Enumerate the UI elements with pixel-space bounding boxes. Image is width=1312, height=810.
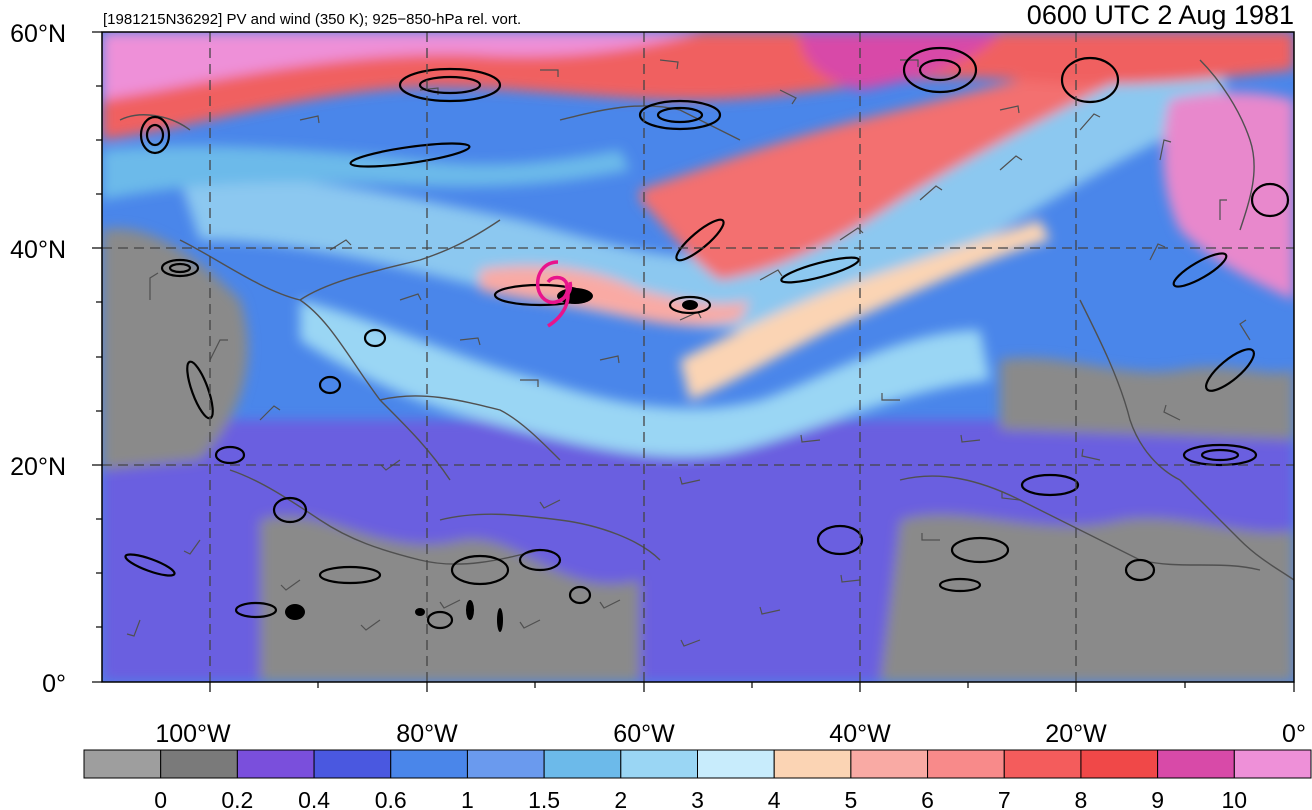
colorbar-swatch xyxy=(1003,749,1082,779)
colorbar-swatch xyxy=(697,749,775,779)
colorbar-tick-label: 0 xyxy=(154,787,167,810)
colorbar-swatch xyxy=(1233,749,1312,779)
lat-label: 0° xyxy=(42,670,66,698)
colorbar-tick-label: 4 xyxy=(768,787,781,810)
map-title: [1981215N36292] PV and wind (350 K); 925… xyxy=(103,11,521,28)
lon-ticks xyxy=(209,682,1295,692)
colorbar-tick-label: 1 xyxy=(461,787,474,810)
colorbar-swatch xyxy=(620,749,698,779)
colorbar-swatch xyxy=(543,749,622,779)
lon-label: 100°W xyxy=(155,720,231,748)
colorbar-tick-label: 0.2 xyxy=(221,787,253,810)
colorbar-tick-label: 10 xyxy=(1222,787,1248,810)
lat-ticks xyxy=(92,31,102,683)
colorbar-swatch xyxy=(236,749,315,779)
valid-time-label: 0600 UTC 2 Aug 1981 xyxy=(1027,0,1294,30)
lon-label: 20°W xyxy=(1045,720,1107,748)
lat-label: 60°N xyxy=(10,20,66,48)
colorbar-swatch xyxy=(466,749,545,779)
colorbar-swatch xyxy=(83,749,162,779)
lon-label: 60°W xyxy=(613,720,675,748)
colorbar-swatch xyxy=(390,749,468,779)
colorbar-swatch xyxy=(1157,749,1235,779)
colorbar-labels: 0 0.2 0.4 0.6 1 1.5 2 3 4 5 6 7 8 9 10 xyxy=(154,787,1247,810)
lat-label: 40°N xyxy=(10,236,66,264)
colorbar-tick-label: 0.4 xyxy=(298,787,330,810)
colorbar-tick-label: 5 xyxy=(844,787,857,810)
colorbar-swatch xyxy=(313,749,392,779)
colorbar-swatch xyxy=(927,749,1005,779)
tropical-storm-icon xyxy=(535,260,573,328)
colorbar-tick-label: 9 xyxy=(1151,787,1164,810)
colorbar-tick-label: 0.6 xyxy=(375,787,407,810)
colorbar-tick-label: 2 xyxy=(614,787,627,810)
colorbar xyxy=(83,749,1312,779)
lon-label: 40°W xyxy=(829,720,891,748)
colorbar-tick-label: 8 xyxy=(1075,787,1088,810)
colorbar-tick-label: 3 xyxy=(691,787,704,810)
colorbar-tick-label: 1.5 xyxy=(528,787,560,810)
colorbar-swatch xyxy=(773,749,852,779)
lon-label: 0° xyxy=(1282,720,1306,748)
pv-field xyxy=(102,32,1294,682)
colorbar-tick-label: 7 xyxy=(998,787,1011,810)
colorbar-swatch xyxy=(850,749,929,779)
lat-label: 20°N xyxy=(10,453,66,481)
colorbar-swatch xyxy=(1080,749,1159,779)
colorbar-swatch xyxy=(160,749,238,779)
colorbar-tick-label: 6 xyxy=(921,787,934,810)
lon-label: 80°W xyxy=(396,720,458,748)
